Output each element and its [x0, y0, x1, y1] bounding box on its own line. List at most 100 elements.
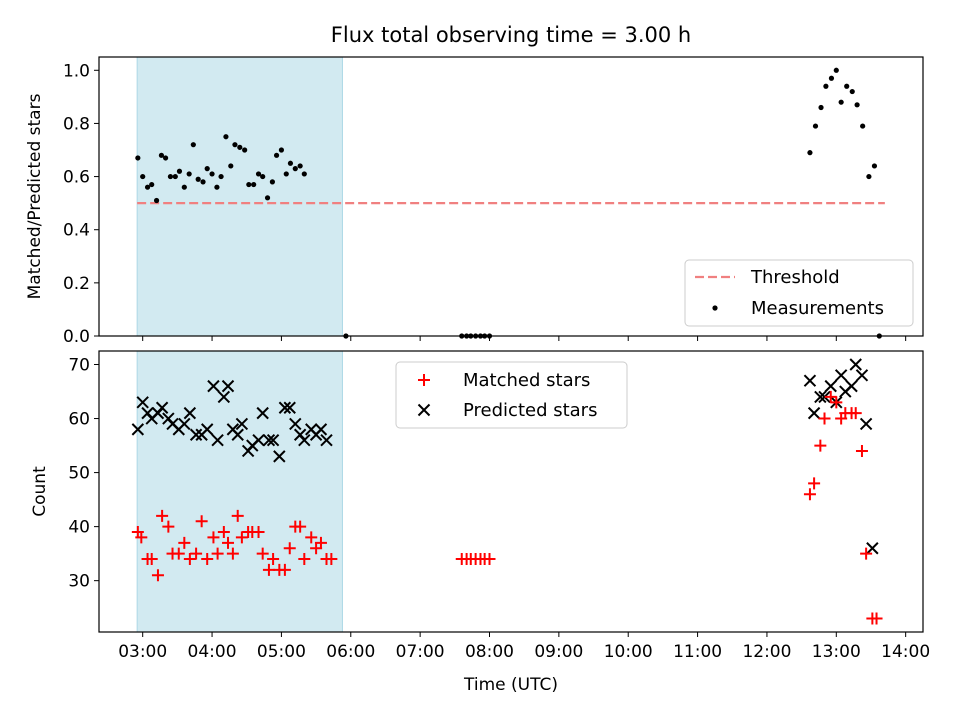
- legend: Matched stars Predicted stars: [395, 361, 628, 429]
- measurement-point: [140, 173, 146, 180]
- predicted-point: [849, 358, 862, 371]
- measurement-point: [283, 171, 289, 177]
- ratio-panel: 0.0 0.2 0.4 0.6 0.8 1.0 Matched/Predicted star…: [25, 56, 924, 347]
- predicted-point: [807, 406, 821, 420]
- predicted-point: [155, 401, 169, 414]
- matched-point: [830, 396, 843, 409]
- predicted-point: [262, 433, 276, 447]
- matched-point: [145, 553, 158, 566]
- predicted-point: [283, 401, 296, 414]
- count-panel: 30 40 50 60 70 03:00 04:00 05:00 06:00 07:00 08:00…: [30, 350, 930, 662]
- measurement-point: [172, 173, 178, 180]
- matched-point: [252, 526, 265, 539]
- measurement-point: [228, 163, 234, 169]
- x-tick-label: 06:00: [326, 642, 375, 662]
- predicted-point: [211, 433, 224, 447]
- measurement-point: [833, 67, 839, 73]
- measurement-point: [301, 171, 307, 177]
- y-tick-label: 40: [68, 518, 90, 538]
- measurement-point: [186, 171, 192, 177]
- measurement-point: [200, 179, 206, 185]
- matched-point: [294, 520, 307, 533]
- predicted-point: [298, 433, 311, 447]
- measurement-point: [153, 197, 160, 204]
- measurement-point: [190, 142, 196, 148]
- measurement-point: [232, 142, 238, 148]
- measurement-point: [162, 155, 169, 161]
- matched-point: [314, 536, 327, 549]
- predicted-point: [314, 423, 328, 436]
- legend-measurements-swatch: [712, 305, 718, 311]
- y-axis-label: Count: [30, 466, 50, 517]
- matched-point: [201, 553, 214, 566]
- measurement-point: [176, 168, 183, 174]
- y-tick-label: 50: [68, 464, 90, 484]
- measurement-point: [264, 195, 271, 201]
- measurement-point: [246, 181, 252, 188]
- measurement-point: [823, 83, 829, 89]
- legend-threshold-label: Threshold: [750, 267, 840, 288]
- measurement-point: [218, 173, 224, 180]
- measurement-point: [214, 184, 220, 190]
- measurement-point: [181, 184, 187, 190]
- legend-measurements-label: Measurements: [751, 298, 884, 319]
- legend-box: [684, 259, 914, 327]
- matched-point: [278, 563, 291, 576]
- predicted-point: [256, 406, 269, 420]
- predicted-point: [859, 417, 873, 431]
- measurement-point: [223, 134, 229, 140]
- measurement-point: [195, 176, 201, 182]
- matched-point: [156, 509, 169, 522]
- matched-point: [298, 553, 311, 566]
- measurement-point: [237, 144, 243, 150]
- matched-point: [283, 542, 296, 555]
- measurement-point: [297, 163, 303, 169]
- measurement-point: [135, 155, 141, 161]
- matched-point: [207, 531, 220, 544]
- matched-point: [818, 412, 831, 425]
- measurement-point: [838, 99, 844, 105]
- predicted-point: [824, 379, 837, 393]
- x-tick-label: 12:00: [742, 642, 791, 662]
- predicted-point: [183, 406, 197, 420]
- measurement-point: [204, 166, 210, 172]
- predicted-point: [866, 542, 879, 555]
- predicted-point: [136, 396, 149, 409]
- measurement-point: [209, 171, 215, 177]
- matched-point: [855, 444, 868, 457]
- matched-point: [870, 612, 883, 625]
- measurement-point: [828, 75, 835, 81]
- legend-box: [395, 361, 628, 429]
- predicted-point: [252, 433, 265, 447]
- measurement-point: [818, 104, 824, 111]
- measurement-point: [242, 147, 248, 153]
- predicted-point: [207, 379, 220, 393]
- predicted-point: [131, 423, 145, 436]
- x-tick-label: 11:00: [673, 642, 722, 662]
- y-tick-label: 0.4: [63, 221, 90, 241]
- matched-point: [860, 547, 873, 560]
- predicted-point: [278, 401, 292, 414]
- x-axis-label: Time (UTC): [463, 675, 558, 695]
- matched-point: [135, 531, 148, 544]
- y-tick-label: 60: [68, 410, 90, 430]
- predicted-point: [178, 417, 191, 431]
- predicted-point: [189, 428, 203, 441]
- matched-point: [256, 547, 269, 560]
- measurement-point: [860, 123, 866, 129]
- predicted-point: [231, 428, 244, 441]
- matched-point: [305, 531, 318, 544]
- predicted-point: [845, 379, 858, 393]
- matched-point: [483, 553, 496, 566]
- legend-matched-swatch: [418, 374, 430, 386]
- matched-point: [808, 477, 821, 490]
- matched-point: [190, 547, 203, 560]
- legend-predicted-swatch: [417, 403, 431, 417]
- measurement-point: [158, 152, 165, 158]
- predicted-point: [266, 433, 280, 447]
- predicted-point: [289, 417, 302, 431]
- measurement-point: [844, 83, 850, 89]
- measurement-point: [812, 123, 819, 129]
- matched-point: [262, 563, 275, 576]
